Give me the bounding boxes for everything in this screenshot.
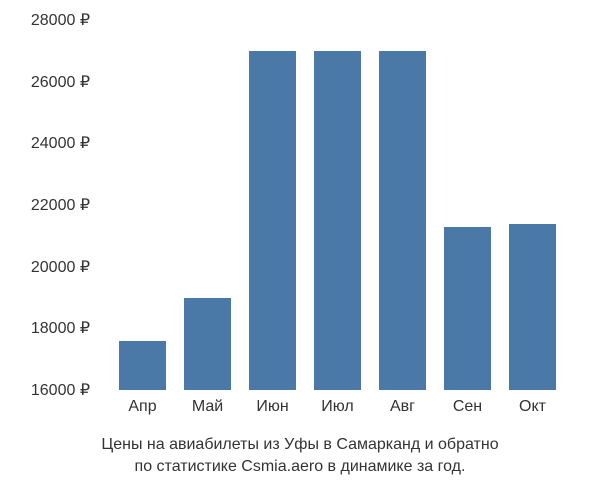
y-tick: 18000 ₽ xyxy=(31,318,90,338)
y-axis: 16000 ₽18000 ₽20000 ₽22000 ₽24000 ₽26000… xyxy=(20,20,100,390)
x-tick: Июл xyxy=(305,398,370,416)
y-tick: 20000 ₽ xyxy=(31,257,90,277)
bar xyxy=(119,341,166,390)
price-chart: 16000 ₽ 18000 ₽ 20000 ₽ 22000 ₽ 24000 ₽ 26000… xyxy=(0,0,600,500)
caption-line-1: Цены на авиабилеты из Уфы в Самарканд и … xyxy=(101,436,498,453)
bar xyxy=(379,51,426,390)
x-axis: АпрМайИюнИюлАвгСенОкт xyxy=(105,390,570,416)
y-tick: 26000 ₽ xyxy=(31,72,90,92)
bar xyxy=(314,51,361,390)
bar-slot xyxy=(175,20,240,390)
bar-slot xyxy=(370,20,435,390)
x-tick: Сен xyxy=(435,398,500,416)
bar xyxy=(444,227,491,390)
bar-slot xyxy=(110,20,175,390)
chart-caption: Цены на авиабилеты из Уфы в Самарканд и … xyxy=(20,434,580,477)
bar xyxy=(249,51,296,390)
plot-area: 16000 ₽18000 ₽20000 ₽22000 ₽24000 ₽26000… xyxy=(105,20,570,390)
bar xyxy=(184,298,231,391)
x-tick: Апр xyxy=(110,398,175,416)
y-tick: 28000 ₽ xyxy=(31,10,90,30)
x-tick: Окт xyxy=(500,398,565,416)
bar-slot xyxy=(240,20,305,390)
x-tick: Июн xyxy=(240,398,305,416)
bar xyxy=(509,224,556,391)
y-tick: 24000 ₽ xyxy=(31,133,90,153)
y-tick: 22000 ₽ xyxy=(31,195,90,215)
bar-slot xyxy=(305,20,370,390)
bars-group xyxy=(105,20,570,390)
caption-line-2: по статистике Csmia.aero в динамике за г… xyxy=(135,458,466,475)
bar-slot xyxy=(435,20,500,390)
y-tick: 16000 ₽ xyxy=(31,380,90,400)
bar-slot xyxy=(500,20,565,390)
x-tick: Авг xyxy=(370,398,435,416)
x-tick: Май xyxy=(175,398,240,416)
